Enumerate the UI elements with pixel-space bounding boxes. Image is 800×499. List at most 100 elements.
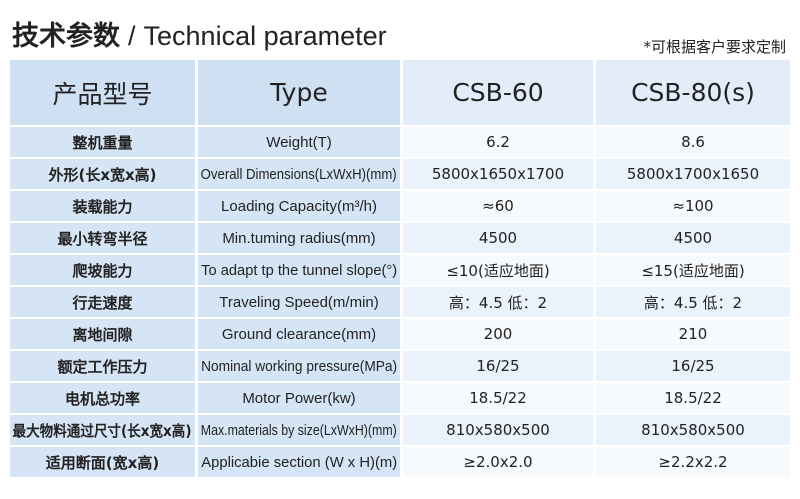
table-cell: 810x580x500 (596, 415, 790, 445)
table-cell: 行走速度 (10, 287, 195, 317)
header-cell: Type (198, 60, 400, 125)
cell-text: Ground clearance(mm) (221, 325, 377, 343)
cell-text: 6.2 (486, 133, 510, 151)
cell-text: CSB-60 (452, 78, 544, 107)
cell-text: ≤15(适应地面) (641, 261, 745, 280)
cell-text: Loading Capacity(m³/h) (221, 197, 377, 215)
cell-text: ≤10(适应地面) (446, 261, 550, 280)
cell-text: ≥2.2x2.2 (658, 453, 728, 471)
table-cell: 16/25 (596, 351, 790, 381)
table-cell: ≥2.0x2.0 (403, 447, 593, 477)
table-cell: 高：4.5 低：2 (596, 287, 790, 317)
header-cell: 产品型号 (10, 60, 195, 125)
cell-text: 5800x1700x1650 (626, 165, 760, 183)
table-cell: ≈60 (403, 191, 593, 221)
cell-text: 4500 (478, 229, 518, 247)
cell-text: 最大物料通过尺寸(长x宽x高) (13, 421, 193, 440)
cell-text: To adapt tp the tunnel slope(°) (200, 261, 397, 279)
cell-text: 18.5/22 (469, 389, 527, 407)
cell-text: Applicabie section (W x H)(m) (200, 453, 397, 471)
cell-text: 200 (483, 325, 513, 343)
table-cell: 18.5/22 (596, 383, 790, 413)
table-cell: ≤10(适应地面) (403, 255, 593, 285)
table-cell: Overall Dimensions(LxWxH)(mm) (198, 159, 400, 189)
table-cell: 外形(长x宽x高) (10, 159, 195, 189)
cell-text: ≈60 (482, 197, 514, 215)
cell-text: 5800x1650x1700 (431, 165, 565, 183)
table-cell: 810x580x500 (403, 415, 593, 445)
cell-text: 8.6 (681, 133, 705, 151)
cell-text: Type (270, 78, 328, 107)
table-cell: 整机重量 (10, 127, 195, 157)
table-cell: 适用断面(宽x高) (10, 447, 195, 477)
table-cell: 200 (403, 319, 593, 349)
title-en: Technical parameter (143, 21, 387, 51)
cell-text: 电机总功率 (64, 389, 140, 408)
note: *可根据客户要求定制 (643, 38, 786, 56)
table-cell: 额定工作压力 (10, 351, 195, 381)
cell-text: Motor Power(kw) (242, 389, 356, 407)
table-cell: Applicabie section (W x H)(m) (198, 447, 400, 477)
cell-text: 810x580x500 (446, 421, 550, 439)
table-cell: 18.5/22 (403, 383, 593, 413)
table-cell: 爬坡能力 (10, 255, 195, 285)
title: 技术参数 / Technical parameter (12, 14, 387, 53)
cell-text: ≈100 (672, 197, 714, 215)
table-cell: ≈100 (596, 191, 790, 221)
table-cell: 最大物料通过尺寸(长x宽x高) (10, 415, 195, 445)
table-cell: 电机总功率 (10, 383, 195, 413)
spec-table: 产品型号 Type CSB-60 CSB-80(s) 整机重量 Weight(T) 6.2 8… (10, 60, 790, 477)
header-cell: CSB-80(s) (596, 60, 790, 125)
table-cell: Traveling Speed(m/min) (198, 287, 400, 317)
cell-text: 外形(长x宽x高) (48, 165, 157, 184)
table-cell: 4500 (596, 223, 790, 253)
table-cell: 6.2 (403, 127, 593, 157)
table-cell: 高：4.5 低：2 (403, 287, 593, 317)
table-cell: 8.6 (596, 127, 790, 157)
title-sep: / (128, 21, 136, 51)
cell-text: Min.tuming radius(mm) (222, 229, 376, 247)
table-cell: 离地间隙 (10, 319, 195, 349)
table-cell: Ground clearance(mm) (198, 319, 400, 349)
cell-text: 16/25 (671, 357, 715, 375)
cell-text: 整机重量 (72, 133, 133, 152)
table-cell: Weight(T) (198, 127, 400, 157)
cell-text: CSB-80(s) (631, 78, 755, 107)
cell-text: Max.materials by size(LxWxH)(mm) (201, 421, 398, 439)
table-cell: 4500 (403, 223, 593, 253)
cell-text: 额定工作压力 (57, 357, 148, 376)
table-cell: To adapt tp the tunnel slope(°) (198, 255, 400, 285)
cell-text: 离地间隙 (72, 325, 133, 344)
cell-text: 高：4.5 低：2 (448, 293, 548, 312)
cell-text: 4500 (673, 229, 713, 247)
table-cell: 5800x1650x1700 (403, 159, 593, 189)
table-cell: Loading Capacity(m³/h) (198, 191, 400, 221)
table-cell: 最小转弯半径 (10, 223, 195, 253)
cell-text: ≥2.0x2.0 (463, 453, 533, 471)
cell-text: 16/25 (476, 357, 520, 375)
cell-text: 最小转弯半径 (57, 229, 148, 248)
table-cell: Motor Power(kw) (198, 383, 400, 413)
cell-text: 18.5/22 (664, 389, 722, 407)
table-cell: ≤15(适应地面) (596, 255, 790, 285)
cell-text: Weight(T) (266, 133, 332, 151)
cell-text: 行走速度 (72, 293, 133, 312)
cell-text: 210 (678, 325, 708, 343)
table-cell: Nominal working pressure(MPa) (198, 351, 400, 381)
cell-text: Traveling Speed(m/min) (219, 293, 379, 311)
table-cell: ≥2.2x2.2 (596, 447, 790, 477)
table-cell: 16/25 (403, 351, 593, 381)
table-cell: Max.materials by size(LxWxH)(mm) (198, 415, 400, 445)
table-cell: Min.tuming radius(mm) (198, 223, 400, 253)
cell-text: 810x580x500 (641, 421, 745, 439)
cell-text: 爬坡能力 (72, 261, 133, 280)
header-cell: CSB-60 (403, 60, 593, 125)
cell-text: 高：4.5 低：2 (643, 293, 743, 312)
cell-text: Nominal working pressure(MPa) (201, 357, 398, 375)
title-zh: 技术参数 (12, 21, 120, 52)
table-cell: 装载能力 (10, 191, 195, 221)
cell-text: 产品型号 (52, 79, 153, 109)
cell-text: 适用断面(宽x高) (45, 453, 160, 472)
cell-text: Overall Dimensions(LxWxH)(mm) (201, 165, 398, 183)
